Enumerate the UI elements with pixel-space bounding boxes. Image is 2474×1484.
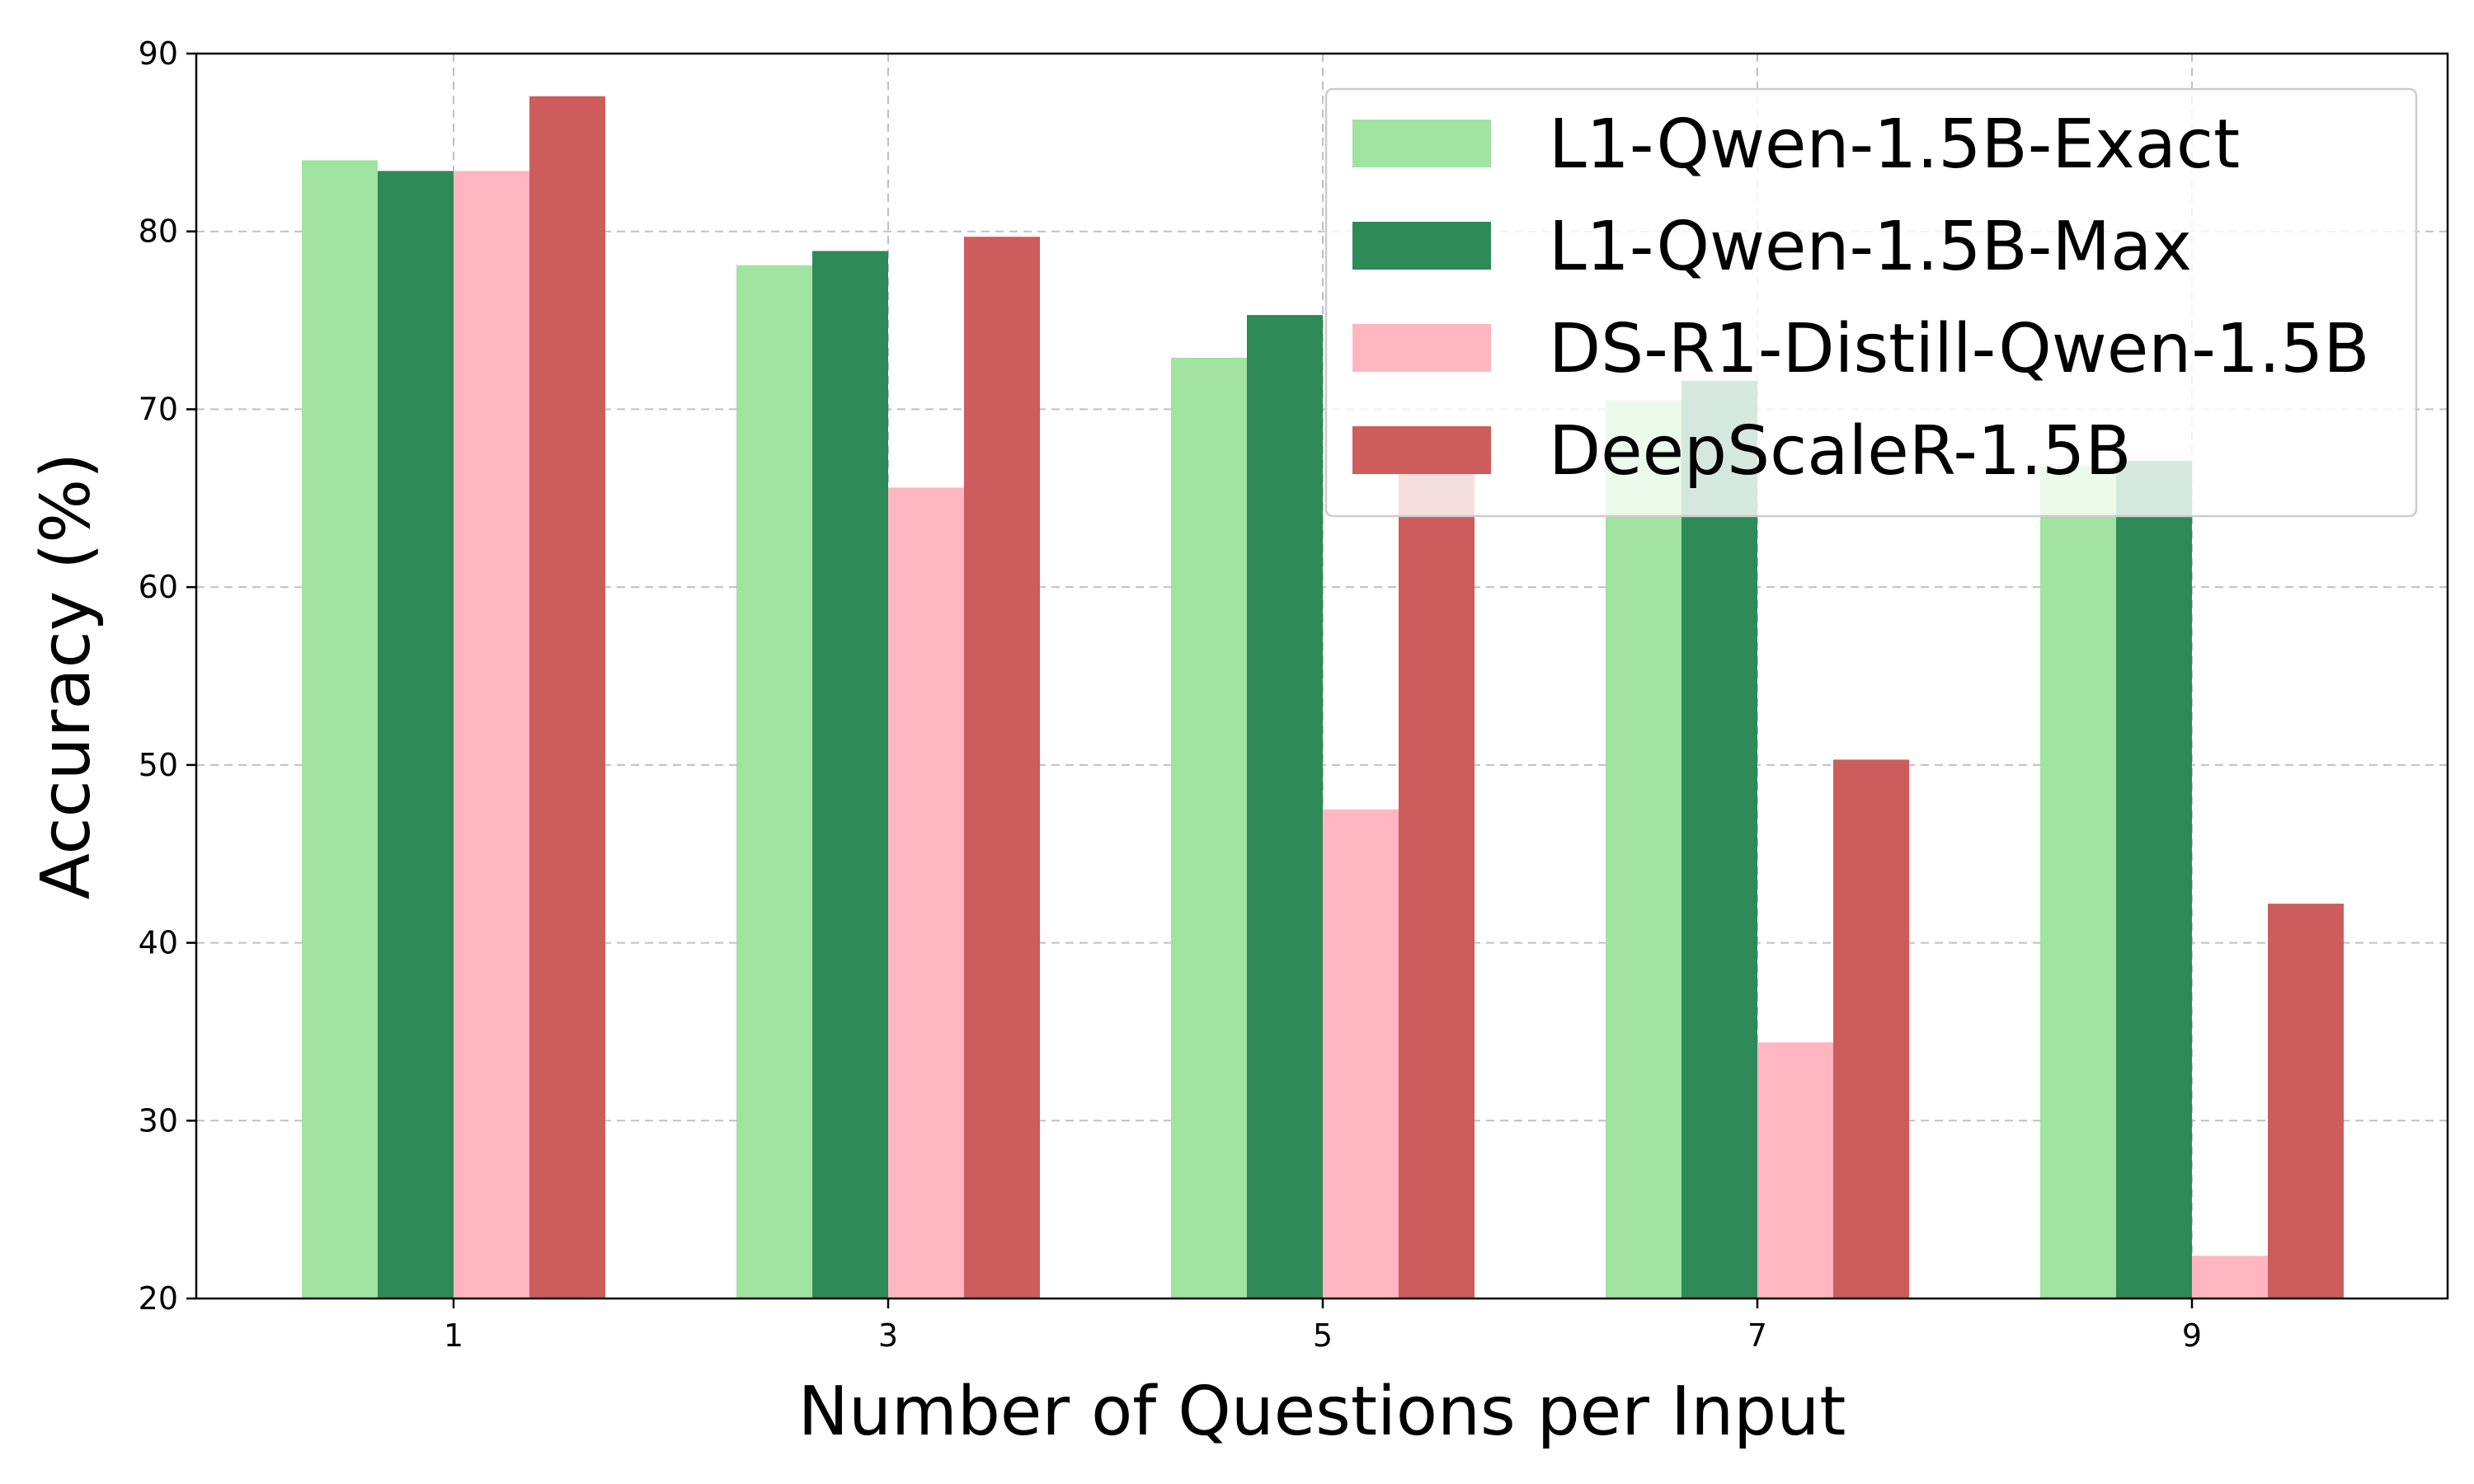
- y-tick-label: 30: [139, 1102, 178, 1139]
- bar-ds-r1-distill-qwen-1-5b-9: [2192, 1256, 2268, 1298]
- y-tick-label: 90: [139, 35, 178, 72]
- y-tick-label: 70: [139, 391, 178, 427]
- legend-label: L1-Qwen-1.5B-Exact: [1549, 106, 2240, 184]
- bar-deepscaler-1-5b-5: [1399, 458, 1475, 1298]
- bar-l1-qwen-1-5b-max-3: [812, 251, 888, 1298]
- legend-label: DeepScaleR-1.5B: [1549, 412, 2132, 491]
- bar-l1-qwen-1-5b-max-5: [1247, 315, 1323, 1299]
- bar-l1-qwen-1-5b-exact-3: [736, 265, 812, 1299]
- y-tick-label: 50: [139, 747, 178, 783]
- bars: [302, 96, 2344, 1299]
- legend-swatch: [1352, 324, 1491, 372]
- x-tick-label: 9: [2182, 1317, 2202, 1354]
- bar-l1-qwen-1-5b-exact-9: [2040, 466, 2116, 1298]
- bar-l1-qwen-1-5b-exact-5: [1171, 357, 1247, 1298]
- bar-deepscaler-1-5b-7: [1833, 759, 1909, 1298]
- bar-deepscaler-1-5b-1: [529, 96, 605, 1298]
- legend-swatch: [1352, 426, 1491, 474]
- y-tick-label: 40: [139, 925, 178, 961]
- bar-deepscaler-1-5b-3: [964, 237, 1040, 1299]
- y-tick-label: 60: [139, 569, 178, 605]
- bar-ds-r1-distill-qwen-1-5b-7: [1757, 1042, 1833, 1298]
- bar-l1-qwen-1-5b-max-7: [1681, 380, 1757, 1298]
- axis-ticks: 20 30 40 50 60 70 80 90 1 3 5 7 9: [139, 35, 2202, 1354]
- y-tick-label: 80: [139, 214, 178, 250]
- x-axis-title: Number of Questions per Input: [798, 1373, 1846, 1451]
- x-tick-label: 1: [444, 1317, 463, 1354]
- legend-box: [1324, 87, 2418, 518]
- x-tick-label: 5: [1313, 1317, 1333, 1354]
- legend-label: L1-Qwen-1.5B-Max: [1549, 208, 2192, 286]
- legend-swatch: [1352, 120, 1491, 167]
- legend-swatch: [1352, 222, 1491, 270]
- y-axis-title: Accuracy (%): [27, 453, 106, 899]
- bar-l1-qwen-1-5b-exact-1: [302, 160, 378, 1298]
- legend-label: DS-R1-Distill-Qwen-1.5B: [1549, 310, 2370, 388]
- bar-deepscaler-1-5b-9: [2268, 904, 2344, 1298]
- x-tick-label: 7: [1747, 1317, 1767, 1354]
- bar-l1-qwen-1-5b-max-1: [378, 171, 454, 1298]
- bar-l1-qwen-1-5b-max-9: [2116, 460, 2192, 1298]
- bar-ds-r1-distill-qwen-1-5b-1: [454, 171, 529, 1298]
- legend: L1-Qwen-1.5B-Exact L1-Qwen-1.5B-Max DS-R1-…: [1324, 87, 2418, 518]
- y-tick-label: 20: [139, 1280, 178, 1317]
- bar-ds-r1-distill-qwen-1-5b-5: [1323, 809, 1399, 1298]
- bar-l1-qwen-1-5b-exact-7: [1606, 400, 1681, 1299]
- x-tick-label: 3: [878, 1317, 898, 1354]
- bar-ds-r1-distill-qwen-1-5b-3: [888, 487, 964, 1298]
